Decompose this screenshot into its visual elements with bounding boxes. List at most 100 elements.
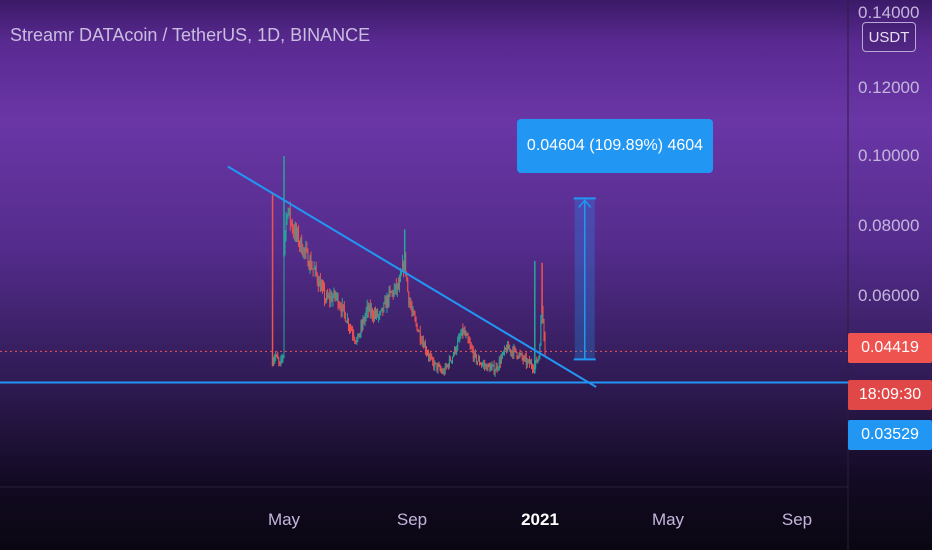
candle	[470, 341, 472, 349]
candle	[339, 301, 341, 311]
candle	[336, 292, 338, 302]
candle	[494, 368, 496, 377]
candle	[456, 345, 458, 356]
candle	[378, 313, 380, 323]
candle	[442, 367, 444, 375]
candle	[475, 353, 477, 365]
candle	[491, 361, 493, 371]
candle	[324, 282, 326, 307]
candle	[517, 355, 519, 360]
currency-button[interactable]: USDT	[862, 22, 916, 52]
candle	[334, 289, 336, 302]
candle	[518, 352, 520, 359]
candle	[458, 333, 460, 342]
candle	[486, 363, 488, 371]
candle	[423, 341, 425, 348]
candle	[476, 360, 478, 366]
candle	[352, 325, 354, 341]
candle	[274, 354, 276, 365]
candle	[388, 286, 390, 308]
candle	[467, 332, 469, 344]
candle	[455, 346, 457, 355]
candle	[307, 248, 309, 267]
candle	[305, 240, 307, 259]
candle	[524, 353, 526, 363]
candle	[298, 225, 300, 248]
candle	[354, 336, 356, 345]
candle	[516, 351, 518, 360]
candle	[495, 362, 497, 372]
candlestick-series	[271, 156, 546, 377]
candle	[411, 300, 413, 317]
candle	[328, 292, 330, 299]
candle	[277, 351, 279, 360]
candle	[466, 332, 468, 336]
candle	[337, 292, 339, 311]
candle	[302, 244, 304, 257]
candle	[459, 333, 461, 343]
candle	[280, 355, 282, 367]
candle	[304, 247, 306, 260]
candle	[331, 291, 333, 303]
candle	[283, 245, 285, 359]
candle	[282, 354, 284, 363]
candle	[435, 362, 437, 365]
candle	[329, 288, 331, 308]
candle	[464, 325, 466, 337]
candle	[519, 349, 521, 358]
candle	[312, 268, 314, 277]
candle	[436, 363, 438, 373]
candle	[489, 362, 491, 373]
candle	[449, 356, 451, 362]
candle	[368, 303, 370, 312]
candle-countdown-tag: 18:09:30	[848, 380, 932, 410]
measure-tool[interactable]	[573, 197, 596, 361]
candle	[469, 337, 471, 350]
candle	[465, 330, 467, 339]
candle	[538, 355, 540, 362]
candle	[317, 275, 319, 292]
candle	[347, 317, 349, 331]
candle	[350, 323, 352, 334]
candle	[309, 254, 311, 274]
candle	[499, 355, 501, 369]
candle	[379, 311, 381, 320]
descending-trendline[interactable]	[227, 165, 597, 388]
candle	[468, 336, 470, 344]
candle	[453, 351, 455, 358]
candle	[351, 325, 353, 332]
candle	[318, 276, 320, 287]
candle	[281, 353, 283, 364]
candle	[325, 298, 327, 304]
candle	[301, 234, 303, 255]
time-tick-label: 2021	[521, 510, 559, 529]
candle	[485, 363, 487, 370]
last-price-tag: 0.04419	[848, 333, 932, 363]
candle	[306, 241, 308, 253]
candle	[357, 333, 359, 343]
candle	[430, 351, 432, 361]
candle	[346, 313, 348, 324]
time-tick-label: Sep	[781, 510, 813, 529]
candle	[525, 352, 527, 370]
candle	[390, 290, 392, 294]
candle	[349, 323, 351, 335]
candle	[496, 363, 498, 373]
candle	[297, 226, 299, 243]
candle	[286, 213, 288, 225]
time-tick-label: May	[651, 510, 685, 529]
candle	[371, 307, 373, 322]
candle	[484, 359, 486, 372]
candle	[508, 341, 510, 350]
candle	[319, 272, 321, 292]
candle	[414, 310, 416, 322]
candle	[362, 315, 364, 331]
candle	[412, 305, 414, 316]
candle	[480, 362, 482, 365]
candle	[413, 309, 415, 316]
candle	[523, 355, 525, 362]
candle	[382, 307, 384, 317]
candle	[287, 207, 289, 219]
candle	[418, 330, 420, 332]
